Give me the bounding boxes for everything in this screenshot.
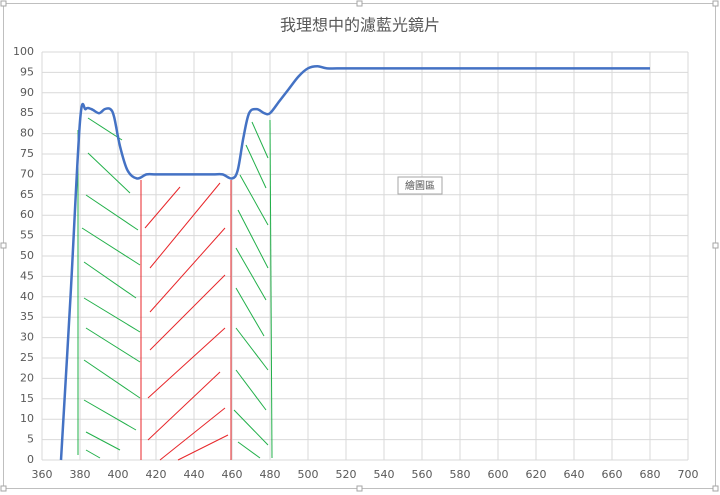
tooltip-box (397, 176, 443, 195)
x-tick-label: 620 (526, 468, 547, 481)
hatch-line (87, 117, 123, 141)
x-tick-label: 520 (336, 468, 357, 481)
hatch-line (147, 327, 226, 399)
hatch-line (149, 227, 226, 313)
x-tick-label: 420 (146, 468, 167, 481)
y-tick-label: 100 (13, 45, 34, 58)
hatch-line (235, 247, 267, 301)
hatch-line (149, 182, 221, 269)
y-tick-label: 85 (20, 106, 34, 119)
x-tick-label: 560 (412, 468, 433, 481)
data (59, 65, 650, 461)
handle (712, 485, 719, 492)
hatch-line (85, 194, 139, 231)
hatch-line (83, 359, 141, 399)
y-tick-label: 5 (27, 433, 34, 446)
hatch-line (85, 449, 101, 459)
hatch-line (235, 369, 267, 411)
hatch-line (269, 119, 273, 459)
chart-title: 我理想中的濾藍光鏡片 (280, 16, 440, 35)
hatch-line (233, 409, 269, 446)
handle (712, 0, 719, 7)
y-tick-label: 80 (20, 127, 34, 140)
hatch-line (237, 209, 269, 269)
x-tick-label: 580 (450, 468, 471, 481)
hatch-line (85, 431, 121, 451)
hatch-line (81, 227, 141, 266)
y-tick-label: 65 (20, 188, 34, 201)
hatch-line (144, 186, 181, 229)
hatch-line (85, 327, 141, 363)
y-tick-label: 55 (20, 229, 34, 242)
hatch-line (83, 297, 141, 333)
handle (356, 485, 363, 492)
chart-frame (3, 3, 716, 489)
y-tick-label: 45 (20, 269, 34, 282)
hatch-line (235, 327, 269, 371)
y-tick-label: 50 (20, 249, 34, 262)
hatch-line (83, 399, 137, 431)
hatch-line (235, 287, 265, 337)
x-tick-label: 540 (374, 468, 395, 481)
hatch-line (177, 434, 229, 461)
y-tick-label: 95 (20, 65, 34, 78)
hatch-line (245, 144, 267, 189)
hatch-line (147, 371, 221, 441)
handle (712, 242, 719, 249)
x-tick-label: 500 (298, 468, 319, 481)
grid: 0 5 10 15 20 25 30 35 40 45 50 55 60 65 70 75 80 85 90 95 10… (13, 45, 699, 481)
x-tick-label: 460 (222, 468, 243, 481)
y-tick-label: 90 (20, 86, 34, 99)
y-tick-label: 35 (20, 310, 34, 323)
hatch-line (237, 441, 261, 459)
hatch-line (159, 407, 226, 461)
x-tick-label: 360 (32, 468, 53, 481)
hatch-line (149, 274, 226, 351)
y-tick-label: 70 (20, 167, 34, 180)
y-tick-label: 75 (20, 147, 34, 160)
hatch-line (251, 121, 269, 159)
data-line (59, 65, 650, 461)
y-tick-label: 20 (20, 371, 34, 384)
x-tick-label: 680 (640, 468, 661, 481)
y-tick-label: 15 (20, 392, 34, 405)
x-tick-label: 400 (108, 468, 129, 481)
tooltip: 繪圖區 (405, 179, 435, 192)
y-tick-label: 60 (20, 208, 34, 221)
handle (0, 0, 7, 7)
x-tick-label: 660 (602, 468, 623, 481)
y-tick-label: 0 (27, 453, 34, 466)
hatch-line (87, 152, 131, 194)
x-tick-label: 600 (488, 468, 509, 481)
x-tick-label: 640 (564, 468, 585, 481)
x-tick-label: 700 (678, 468, 699, 481)
handle (0, 485, 7, 492)
x-tick-label: 380 (70, 468, 91, 481)
y-tick-label: 25 (20, 351, 34, 364)
y-tick-label: 30 (20, 331, 34, 344)
y-tick-label: 40 (20, 290, 34, 303)
hatch-line (239, 174, 269, 226)
y-tick-label: 10 (20, 412, 34, 425)
x-tick-label: 440 (184, 468, 205, 481)
handle (356, 0, 363, 7)
x-tick-label: 480 (260, 468, 281, 481)
hatching (77, 117, 273, 461)
handle (0, 242, 7, 249)
hatch-line (83, 261, 137, 299)
